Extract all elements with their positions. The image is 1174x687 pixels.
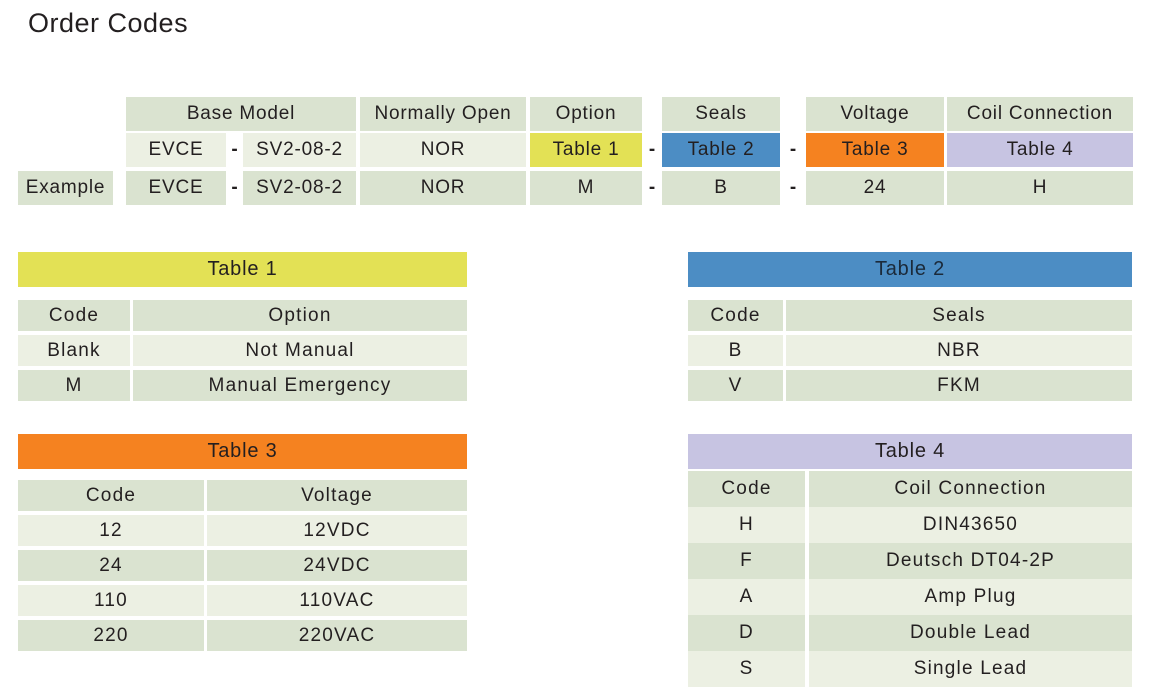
table-2: Table 2 Code Seals B NBR V FKM	[688, 252, 1132, 401]
value-cell: FKM	[786, 370, 1132, 401]
code-cell: Blank	[18, 335, 130, 366]
table-row: M Manual Emergency	[18, 370, 467, 401]
code-voltage-table3: Table 3	[806, 133, 944, 167]
code-cell: F	[688, 543, 805, 579]
table-row: S Single Lead	[688, 651, 1132, 687]
header-option: Option	[530, 97, 642, 131]
table-row: 110 110VAC	[18, 585, 467, 616]
table-row: V FKM	[688, 370, 1132, 401]
table-row: 12 12VDC	[18, 515, 467, 546]
code-cell: S	[688, 651, 805, 687]
table-3-columns-row: Code Voltage	[18, 480, 467, 511]
column-header: Option	[133, 300, 467, 331]
value-cell: Amp Plug	[809, 579, 1132, 615]
column-header: Coil Connection	[809, 471, 1132, 507]
table-2-title: Table 2	[688, 252, 1132, 287]
column-header: Code	[18, 300, 130, 331]
example-label: Example	[18, 171, 113, 205]
table-row: A Amp Plug	[688, 579, 1132, 615]
table-4-title: Table 4	[688, 434, 1132, 469]
table-row: D Double Lead	[688, 615, 1132, 651]
table-row: 24 24VDC	[18, 550, 467, 581]
example-option: M	[530, 171, 642, 205]
header-coil-connection: Coil Connection	[947, 97, 1133, 131]
code-cell: B	[688, 335, 783, 366]
code-dash-2: -	[642, 133, 662, 167]
column-header: Code	[688, 471, 805, 507]
table-4-columns-row: Code Coil Connection	[688, 471, 1132, 507]
table-row: Blank Not Manual	[18, 335, 467, 366]
example-seals: B	[662, 171, 780, 205]
table-row: F Deutsch DT04-2P	[688, 543, 1132, 579]
example-dash-2: -	[642, 171, 662, 205]
column-header: Voltage	[207, 480, 467, 511]
header-base-model: Base Model	[126, 97, 356, 131]
table-row: B NBR	[688, 335, 1132, 366]
example-coil: H	[947, 171, 1133, 205]
code-cell: M	[18, 370, 130, 401]
code-dash-3: -	[780, 133, 806, 167]
table-row: H DIN43650	[688, 507, 1132, 543]
code-option-table1: Table 1	[530, 133, 642, 167]
value-cell: 12VDC	[207, 515, 467, 546]
page-title: Order Codes	[28, 8, 189, 38]
table-3: Table 3 Code Voltage 12 12VDC 24 24VDC 1…	[18, 434, 467, 651]
code-seals-table2: Table 2	[662, 133, 780, 167]
code-coil-table4: Table 4	[947, 133, 1133, 167]
code-cell: A	[688, 579, 805, 615]
code-prefix: EVCE	[126, 133, 226, 167]
header-seals: Seals	[662, 97, 780, 131]
example-model: SV2-08-2	[243, 171, 356, 205]
code-cell: V	[688, 370, 783, 401]
value-cell: Single Lead	[809, 651, 1132, 687]
header-normally-open: Normally Open	[360, 97, 526, 131]
header-voltage: Voltage	[806, 97, 944, 131]
column-header: Code	[688, 300, 783, 331]
value-cell: DIN43650	[809, 507, 1132, 543]
code-dash-1: -	[226, 133, 243, 167]
value-cell: 24VDC	[207, 550, 467, 581]
code-cell: 220	[18, 620, 204, 651]
code-cell: H	[688, 507, 805, 543]
table-1-columns-row: Code Option	[18, 300, 467, 331]
value-cell: 220VAC	[207, 620, 467, 651]
code-cell: 24	[18, 550, 204, 581]
column-header: Code	[18, 480, 204, 511]
example-dash-3: -	[780, 171, 806, 205]
order-code-header-row: Base Model Normally Open Option Seals Vo…	[18, 97, 1133, 131]
table-2-columns-row: Code Seals	[688, 300, 1132, 331]
value-cell: 110VAC	[207, 585, 467, 616]
value-cell: Double Lead	[809, 615, 1132, 651]
code-cell: 12	[18, 515, 204, 546]
header-spacer	[18, 97, 113, 131]
column-header: Seals	[786, 300, 1132, 331]
table-1: Table 1 Code Option Blank Not Manual M M…	[18, 252, 467, 401]
code-model: SV2-08-2	[243, 133, 356, 167]
example-voltage: 24	[806, 171, 944, 205]
code-cell: D	[688, 615, 805, 651]
example-prefix: EVCE	[126, 171, 226, 205]
table-4: Table 4 Code Coil Connection H DIN43650 …	[688, 434, 1132, 687]
order-code-example-row: Example EVCE - SV2-08-2 NOR M - B - 24 H	[18, 171, 1133, 205]
code-cell: 110	[18, 585, 204, 616]
value-cell: NBR	[786, 335, 1132, 366]
example-nor: NOR	[360, 171, 526, 205]
value-cell: Deutsch DT04-2P	[809, 543, 1132, 579]
value-cell: Not Manual	[133, 335, 467, 366]
table-row: 220 220VAC	[18, 620, 467, 651]
value-cell: Manual Emergency	[133, 370, 467, 401]
code-nor: NOR	[360, 133, 526, 167]
table-3-title: Table 3	[18, 434, 467, 469]
table-1-title: Table 1	[18, 252, 467, 287]
example-dash-1: -	[226, 171, 243, 205]
order-code-code-row: EVCE - SV2-08-2 NOR Table 1 - Table 2 - …	[18, 133, 1133, 167]
